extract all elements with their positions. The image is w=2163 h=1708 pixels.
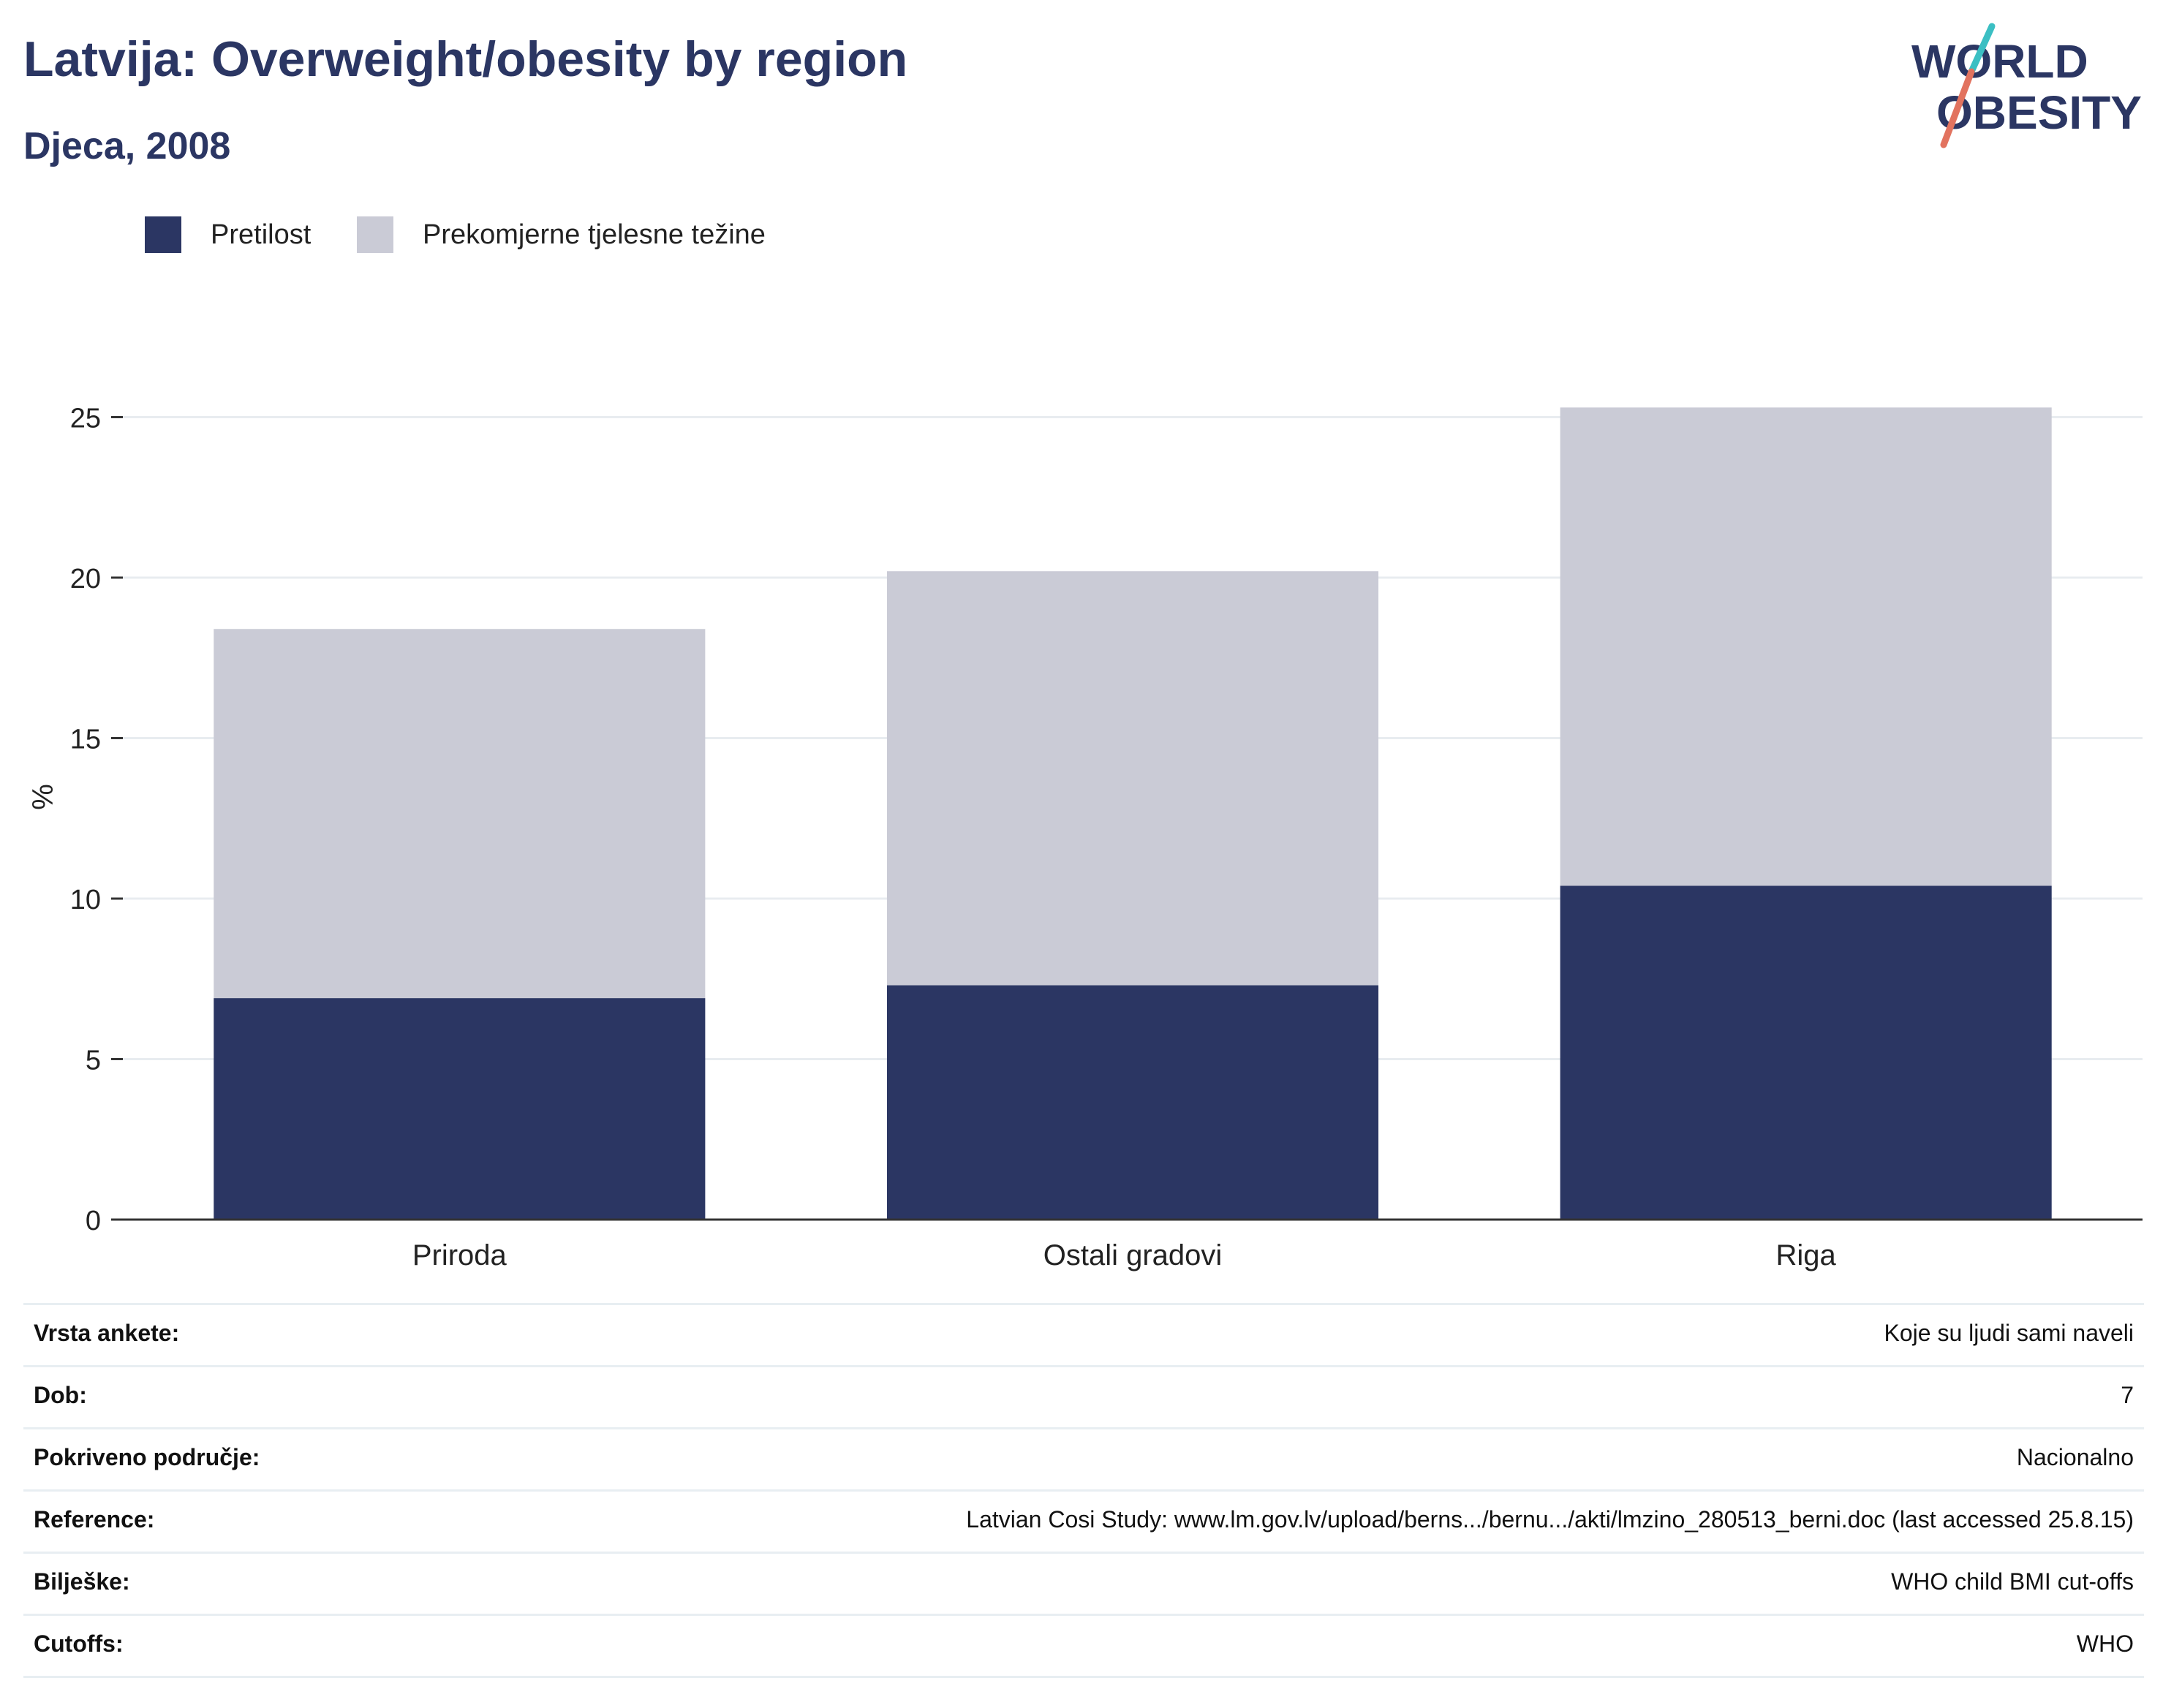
y-tick-label: 10 — [70, 885, 101, 915]
details-row-coverage: Pokriveno područje: Nacionalno — [23, 1427, 2144, 1489]
logo-slash-teal — [1968, 23, 1996, 75]
x-tick-label: Riga — [1776, 1239, 1837, 1271]
stacked-bar-chart: 0 5 10 15 20 25 Priroda Ostali gradovi Riga % — [27, 404, 2143, 1271]
world-obesity-logo: WORLD OBESITY — [1911, 23, 2142, 148]
details-key: Dob: — [34, 1382, 87, 1408]
bar-layer — [214, 407, 2052, 1220]
bar-pretilost-2[interactable] — [1560, 885, 2052, 1220]
chart-subtitle: Djeca, 2008 — [23, 125, 231, 167]
logo-text-obesity: OBESITY — [1936, 86, 2142, 139]
bar-pretilost-1[interactable] — [886, 985, 1379, 1220]
details-key: Cutoffs: — [34, 1630, 124, 1657]
details-key: Pokriveno područje: — [34, 1444, 260, 1470]
y-tick-label: 20 — [70, 564, 101, 594]
bar-prekomjerne-2[interactable] — [1560, 407, 2052, 886]
y-tick-label: 15 — [70, 725, 101, 755]
y-tick-label: 25 — [70, 404, 101, 434]
details-key: Vrsta ankete: — [34, 1320, 180, 1346]
x-tick-label: Priroda — [412, 1239, 507, 1271]
details-row-age: Dob: 7 — [23, 1365, 2144, 1427]
survey-details-table: Vrsta ankete: Koje su ljudi sami naveli … — [23, 1303, 2144, 1678]
details-value: WHO child BMI cut-offs — [1891, 1568, 2134, 1595]
y-axis-label: % — [27, 784, 59, 810]
details-value: 7 — [2121, 1382, 2134, 1408]
legend-label-pretilost: Pretilost — [211, 219, 312, 250]
details-key: Reference: — [34, 1506, 155, 1533]
chart-title: Latvija: Overweight/obesity by region — [23, 31, 908, 87]
details-value: Nacionalno — [2016, 1444, 2134, 1470]
axis-layer: 0 5 10 15 20 25 Priroda Ostali gradovi Riga — [70, 404, 2143, 1271]
y-tick-label: 5 — [86, 1046, 101, 1076]
details-value[interactable]: Latvian Cosi Study: www.lm.gov.lv/upload… — [966, 1506, 2134, 1533]
legend-swatch-prekomjerne — [357, 216, 393, 253]
bar-pretilost-0[interactable] — [214, 998, 706, 1220]
y-tick-label: 0 — [86, 1206, 101, 1236]
x-tick-label: Ostali gradovi — [1043, 1239, 1223, 1271]
legend-swatch-pretilost — [145, 216, 181, 253]
legend-label-prekomjerne: Prekomjerne tjelesne težine — [423, 219, 766, 250]
bar-prekomjerne-0[interactable] — [214, 629, 706, 999]
details-row-survey-type: Vrsta ankete: Koje su ljudi sami naveli — [23, 1303, 2144, 1365]
details-row-notes: Bilješke: WHO child BMI cut-offs — [23, 1552, 2144, 1614]
details-key: Bilješke: — [34, 1568, 130, 1595]
details-row-reference: Reference: Latvian Cosi Study: www.lm.go… — [23, 1489, 2144, 1552]
logo-text-world: WORLD — [1911, 35, 2088, 88]
bar-prekomjerne-1[interactable] — [886, 571, 1379, 986]
details-value: WHO — [2076, 1630, 2134, 1657]
details-value: Koje su ljudi sami naveli — [1884, 1320, 2134, 1346]
details-row-cutoffs: Cutoffs: WHO — [23, 1614, 2144, 1678]
logo-slash-coral — [1940, 68, 1975, 148]
